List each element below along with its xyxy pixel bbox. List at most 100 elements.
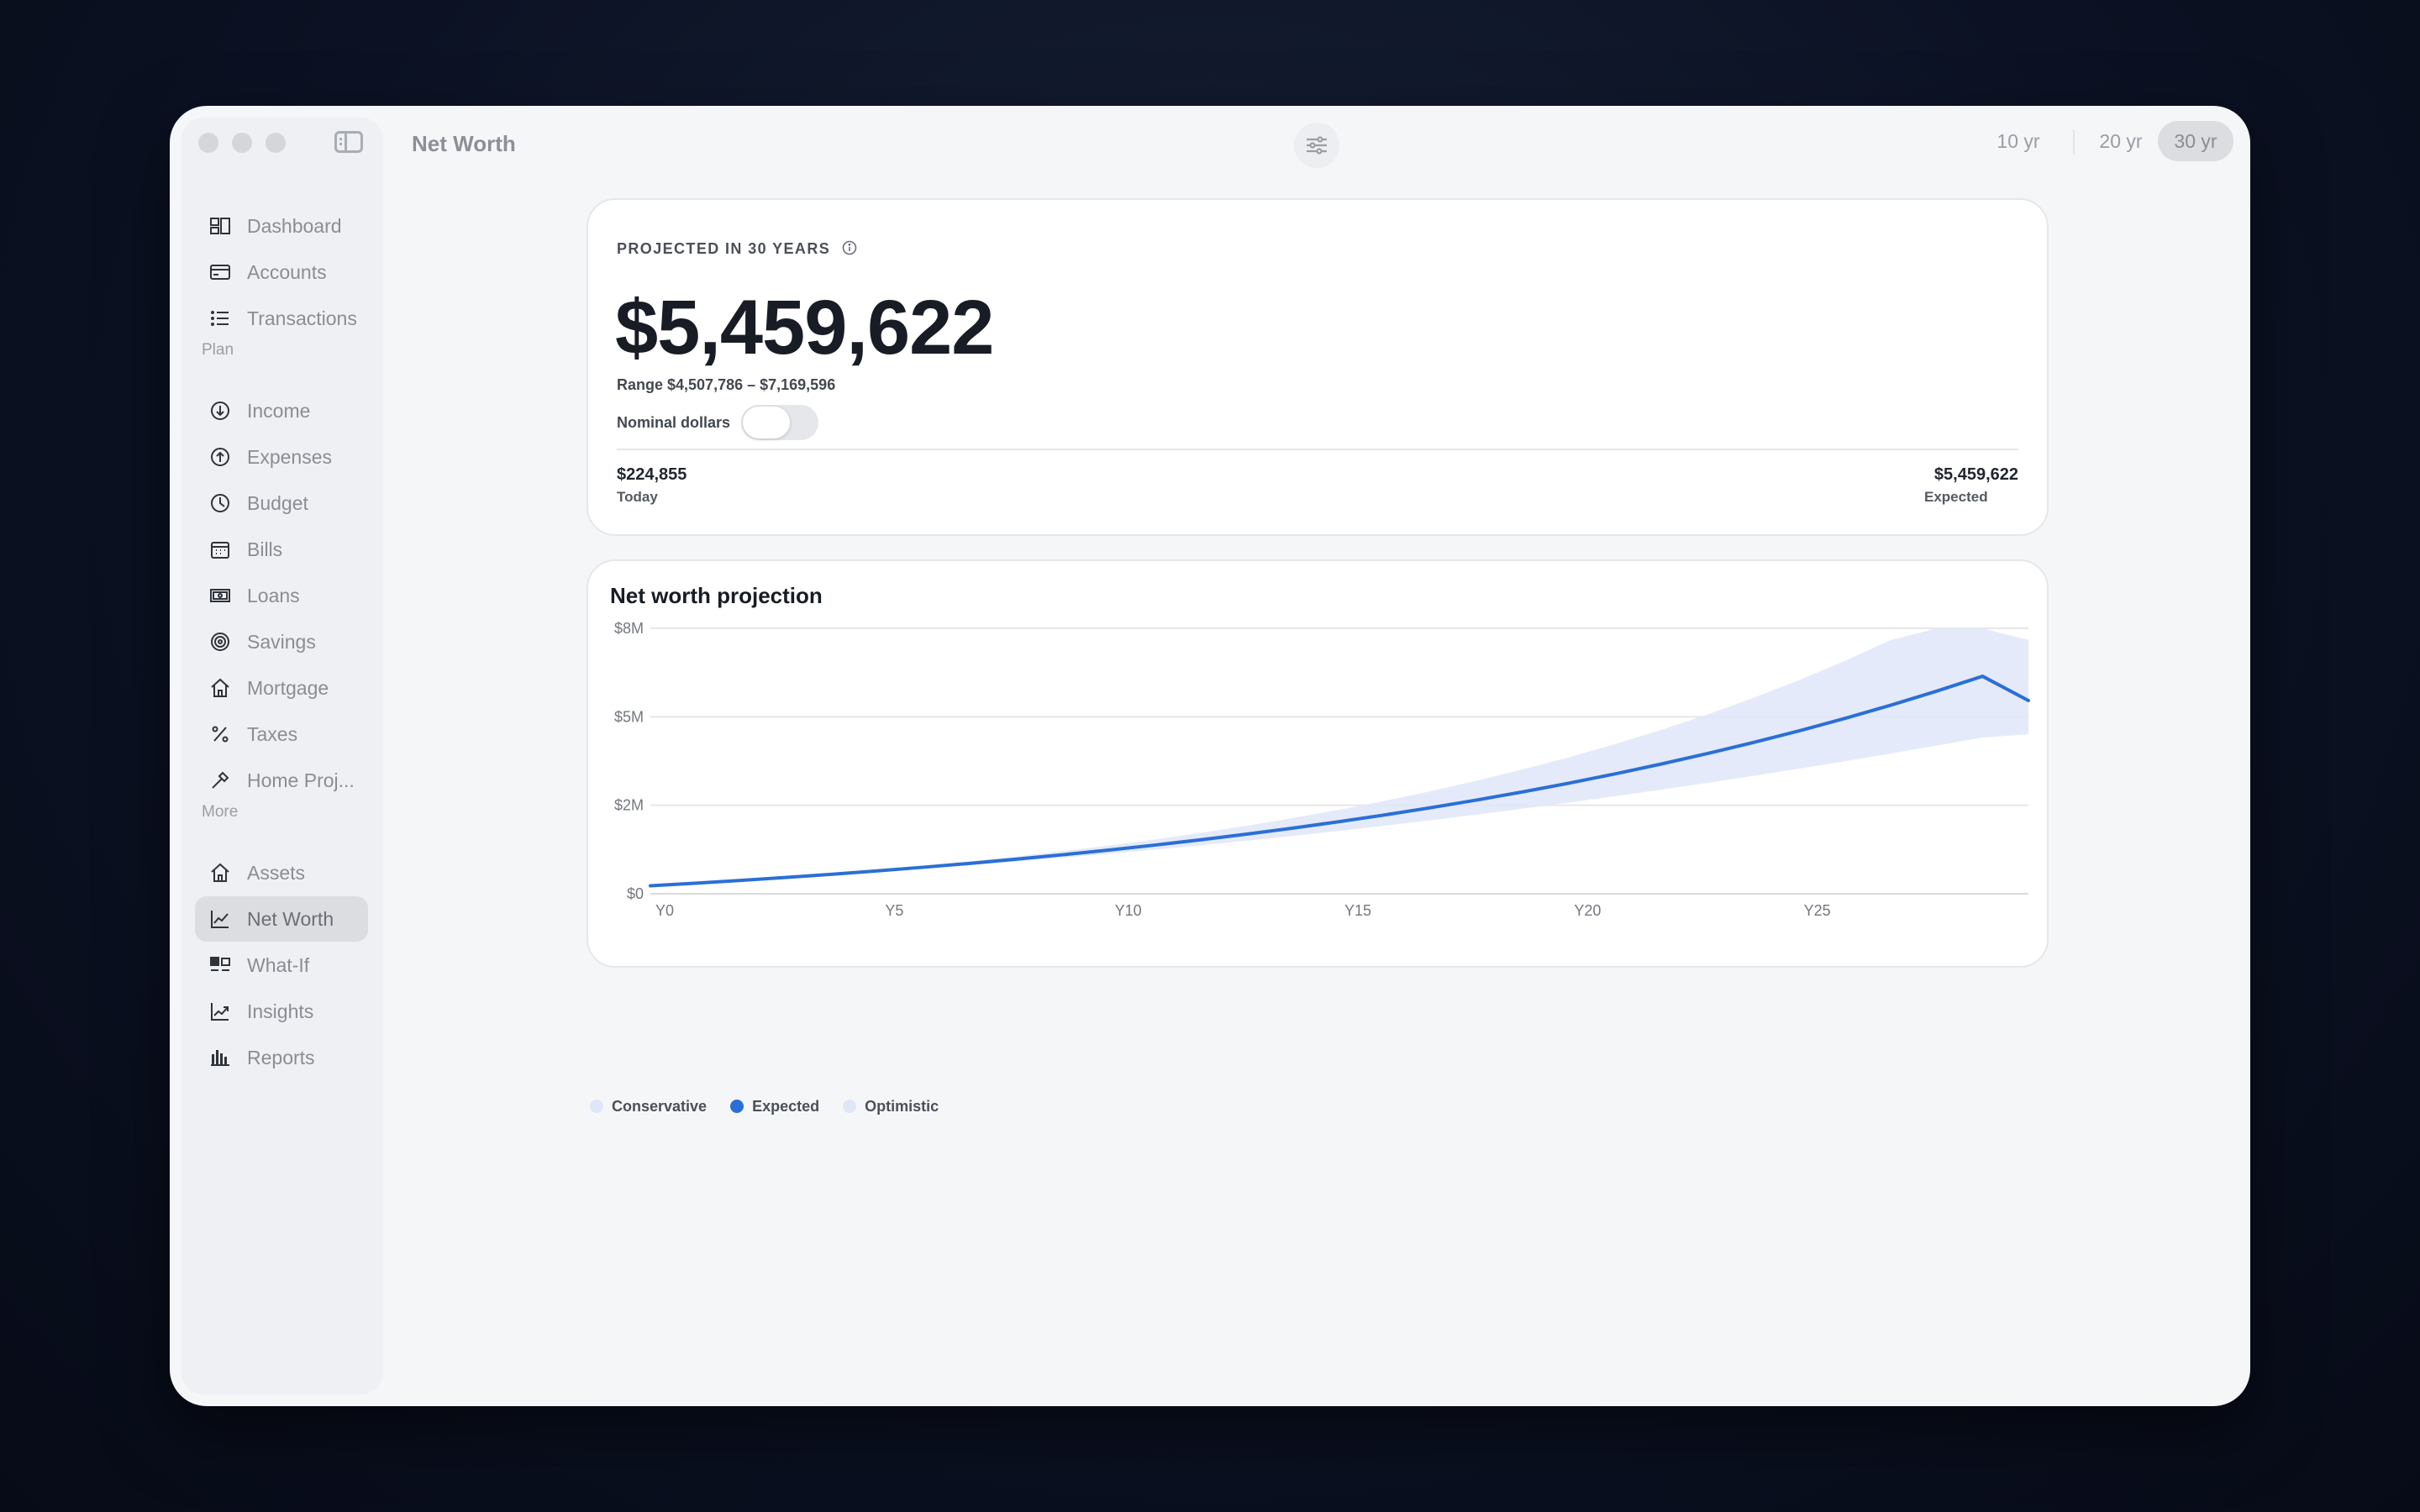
range-30yr-button[interactable]: 30 yr <box>2158 121 2233 161</box>
line-chart-icon <box>211 911 229 928</box>
sidebar-item-label: Insights <box>247 1000 314 1022</box>
pie-clock-icon <box>211 494 229 512</box>
x-tick-label: Y15 <box>1344 902 1371 919</box>
compare-icon <box>210 957 230 971</box>
sidebar-item-label: Net Worth <box>247 907 334 930</box>
y-tick-label: $5M <box>614 708 644 725</box>
legend-label: Optimistic <box>865 1097 939 1115</box>
sidebar-item-label: Dashboard <box>247 214 342 237</box>
sidebar-item-label: Expenses <box>247 445 333 468</box>
projection-summary-card: PROJECTED IN 30 YEARS $5,459,622 Range $… <box>587 198 2049 536</box>
sidebar-item-label: Income <box>247 399 311 422</box>
legend-dot <box>843 1100 857 1113</box>
percent-icon <box>212 726 229 743</box>
sidebar-toggle-icon[interactable] <box>334 131 363 153</box>
sidebar-item-label: Reports <box>247 1046 315 1068</box>
sidebar-item-assets[interactable]: Assets <box>195 850 368 895</box>
house-icon <box>211 678 229 697</box>
sidebar-item-transactions[interactable]: Transactions <box>195 296 368 341</box>
sidebar-item-loans[interactable]: Loans <box>195 573 368 618</box>
x-tick-label: Y5 <box>885 902 903 919</box>
sidebar-item-accounts[interactable]: Accounts <box>195 249 368 295</box>
legend-dot <box>590 1100 603 1113</box>
target-icon <box>211 633 229 651</box>
x-tick-label: Y20 <box>1574 902 1601 919</box>
today-value: $224,855 <box>617 465 687 484</box>
sidebar-item-label: Taxes <box>247 722 298 745</box>
dashboard-icon <box>210 218 230 234</box>
sidebar-section-plan: Plan <box>202 341 234 359</box>
sidebar-item-label: Bills <box>247 538 283 560</box>
projection-range: Range $4,507,786 – $7,169,596 <box>617 376 836 393</box>
net-worth-chart: $0 $2M $5M $8M Y0 Y5 Y10 Y15 Y20 Y25 <box>614 620 2030 919</box>
chart-legend: Conservative Expected Optimistic <box>590 1094 962 1119</box>
trend-icon <box>211 1003 229 1021</box>
sliders-icon <box>1307 136 1327 155</box>
close-window-button[interactable] <box>198 133 218 153</box>
zoom-window-button[interactable] <box>266 133 286 153</box>
segment-divider <box>2073 129 2075 155</box>
x-tick-label: Y0 <box>655 902 674 919</box>
sidebar-item-income[interactable]: Income <box>195 388 368 433</box>
expected-label: Expected <box>1924 489 1988 505</box>
house-icon <box>211 863 229 882</box>
sidebar-item-dashboard[interactable]: Dashboard <box>195 203 368 249</box>
legend-dot <box>730 1100 744 1113</box>
sidebar-item-label: Home Proj... <box>247 769 355 791</box>
sidebar-item-taxes[interactable]: Taxes <box>195 711 368 757</box>
sidebar-section-more: More <box>202 803 239 821</box>
sidebar-item-label: Savings <box>247 630 316 653</box>
projection-range-band <box>650 628 2028 886</box>
banknote-icon <box>210 589 230 602</box>
hammer-icon <box>212 771 229 789</box>
projected-value: $5,459,622 <box>615 285 994 370</box>
y-tick-label: $2M <box>614 797 644 814</box>
y-tick-label: $8M <box>614 620 644 637</box>
sidebar-item-label: Mortgage <box>247 676 329 699</box>
today-label: Today <box>617 489 658 505</box>
projection-eyebrow: PROJECTED IN 30 YEARS <box>617 240 831 257</box>
sidebar-item-label: Assets <box>247 861 306 884</box>
legend-label: Expected <box>752 1097 820 1115</box>
sidebar-item-label: Loans <box>247 584 300 606</box>
x-tick-label: Y10 <box>1115 902 1142 919</box>
sidebar-item-reports[interactable]: Reports <box>195 1035 368 1080</box>
expected-series-line <box>649 675 2030 888</box>
legend-item-conservative: Conservative <box>590 1098 707 1116</box>
sidebar-item-expenses[interactable]: Expenses <box>195 434 368 480</box>
filter-button[interactable] <box>1294 123 1339 168</box>
sidebar-item-net-worth[interactable]: Net Worth <box>195 896 368 942</box>
expected-value: $5,459,622 <box>1933 465 2018 484</box>
range-20yr-button[interactable]: 20 yr <box>2099 129 2143 152</box>
minimize-window-button[interactable] <box>232 133 252 153</box>
nominal-dollars-toggle[interactable] <box>741 405 818 440</box>
sidebar-item-label: Transactions <box>247 307 357 329</box>
sidebar-item-bills[interactable]: Bills <box>195 527 368 572</box>
range-10yr-button[interactable]: 10 yr <box>1996 129 2040 152</box>
sidebar-item-mortgage[interactable]: Mortgage <box>195 665 368 711</box>
toggle-knob <box>743 407 790 438</box>
app-window: Dashboard Accounts Transactions Plan Inc… <box>170 106 2250 1406</box>
page-title: Net Worth <box>412 131 516 156</box>
legend-item-optimistic: Optimistic <box>843 1098 939 1116</box>
sidebar-item-what-if[interactable]: What-If <box>195 942 368 988</box>
arrow-up-circle-icon <box>211 448 229 466</box>
y-tick-label: $0 <box>627 885 644 902</box>
nominal-dollars-label: Nominal dollars <box>617 414 731 431</box>
sidebar-item-savings[interactable]: Savings <box>195 619 368 664</box>
sidebar-item-insights[interactable]: Insights <box>195 989 368 1034</box>
summary-divider <box>617 449 2018 450</box>
legend-item-expected: Expected <box>730 1098 819 1116</box>
sidebar <box>182 118 383 1394</box>
sidebar-item-home-projects[interactable]: Home Proj... <box>195 758 368 803</box>
arrow-down-circle-icon <box>211 402 229 420</box>
list-icon <box>211 311 229 326</box>
net-worth-chart-card: Net worth projection $0 $2M $5M $8M Y0 Y5 Y10 Y… <box>587 559 2049 968</box>
chart-title: Net worth projection <box>610 583 823 608</box>
legend-label: Conservative <box>612 1097 708 1115</box>
sidebar-item-budget[interactable]: Budget <box>195 480 368 526</box>
sidebar-item-label: What-If <box>247 953 310 976</box>
info-icon[interactable] <box>842 240 857 255</box>
bar-chart-icon <box>211 1050 229 1066</box>
sidebar-item-label: Budget <box>247 491 308 514</box>
